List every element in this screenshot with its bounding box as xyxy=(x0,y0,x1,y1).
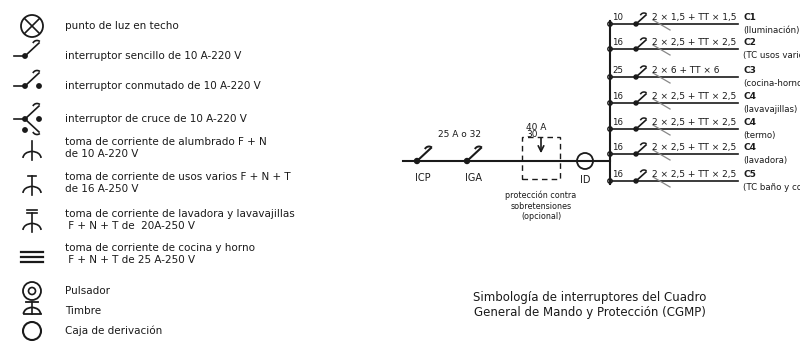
Text: C4: C4 xyxy=(743,143,756,152)
Text: 2 × 2,5 + TT × 2,5: 2 × 2,5 + TT × 2,5 xyxy=(652,143,736,152)
Text: ID: ID xyxy=(580,175,590,185)
Circle shape xyxy=(634,75,638,79)
Circle shape xyxy=(37,117,42,121)
Text: (lavavajillas): (lavavajillas) xyxy=(743,105,798,114)
Text: 2 × 2,5 + TT × 2,5: 2 × 2,5 + TT × 2,5 xyxy=(652,38,736,47)
Text: ICP: ICP xyxy=(415,173,431,183)
Text: Caja de derivación: Caja de derivación xyxy=(65,326,162,336)
Circle shape xyxy=(22,84,27,88)
Text: (cocina-horno): (cocina-horno) xyxy=(743,79,800,88)
Text: Pulsador: Pulsador xyxy=(65,286,110,296)
Text: 10: 10 xyxy=(612,13,623,22)
Text: interruptor de cruce de 10 A-220 V: interruptor de cruce de 10 A-220 V xyxy=(65,114,247,124)
Text: C1: C1 xyxy=(743,13,756,22)
Circle shape xyxy=(22,54,27,58)
Text: (lavadora): (lavadora) xyxy=(743,156,787,165)
Text: 25: 25 xyxy=(612,66,623,75)
Text: (termo): (termo) xyxy=(743,131,775,140)
Circle shape xyxy=(22,128,27,132)
Text: protección contra
sobretensiones
(opcional): protección contra sobretensiones (opcion… xyxy=(506,191,577,221)
Text: (Iluminación): (Iluminación) xyxy=(743,26,799,35)
Text: C3: C3 xyxy=(743,66,756,75)
Text: toma de corriente de lavadora y lavavajillas
 F + N + T de  20A-250 V: toma de corriente de lavadora y lavavaji… xyxy=(65,209,294,231)
Text: interruptor conmutado de 10 A-220 V: interruptor conmutado de 10 A-220 V xyxy=(65,81,261,91)
Text: toma de corriente de cocina y horno
 F + N + T de 25 A-250 V: toma de corriente de cocina y horno F + … xyxy=(65,243,255,265)
Text: C4: C4 xyxy=(743,92,756,101)
Circle shape xyxy=(634,47,638,51)
Text: 16: 16 xyxy=(612,118,623,127)
Circle shape xyxy=(634,22,638,26)
Text: C5: C5 xyxy=(743,170,756,179)
Circle shape xyxy=(634,101,638,105)
Text: C4: C4 xyxy=(743,118,756,127)
Text: Timbre: Timbre xyxy=(65,306,101,316)
Circle shape xyxy=(634,127,638,131)
Text: IGA: IGA xyxy=(465,173,482,183)
Text: toma de corriente de usos varios F + N + T
de 16 A-250 V: toma de corriente de usos varios F + N +… xyxy=(65,172,290,194)
Text: 16: 16 xyxy=(612,92,623,101)
Text: (TC usos varios): (TC usos varios) xyxy=(743,51,800,60)
Text: 2 × 2,5 + TT × 2,5: 2 × 2,5 + TT × 2,5 xyxy=(652,92,736,101)
Text: 2 × 2,5 + TT × 2,5: 2 × 2,5 + TT × 2,5 xyxy=(652,118,736,127)
Text: interruptor sencillo de 10 A-220 V: interruptor sencillo de 10 A-220 V xyxy=(65,51,242,61)
Text: Simbología de interruptores del Cuadro
General de Mando y Protección (CGMP): Simbología de interruptores del Cuadro G… xyxy=(474,291,706,319)
Circle shape xyxy=(634,179,638,183)
Circle shape xyxy=(634,152,638,156)
Text: 16: 16 xyxy=(612,143,623,152)
Text: 16: 16 xyxy=(612,170,623,179)
Circle shape xyxy=(37,84,42,88)
Text: 30: 30 xyxy=(526,130,538,139)
Circle shape xyxy=(414,158,419,163)
Text: C2: C2 xyxy=(743,38,756,47)
Text: 40 A: 40 A xyxy=(526,123,546,132)
Text: punto de luz en techo: punto de luz en techo xyxy=(65,21,178,31)
Circle shape xyxy=(465,158,470,163)
Text: 16: 16 xyxy=(612,38,623,47)
Circle shape xyxy=(22,117,27,121)
Bar xyxy=(522,137,560,179)
Text: 2 × 1,5 + TT × 1,5: 2 × 1,5 + TT × 1,5 xyxy=(652,13,737,22)
Text: 2 × 6 + TT × 6: 2 × 6 + TT × 6 xyxy=(652,66,719,75)
Text: toma de corriente de alumbrado F + N
de 10 A-220 V: toma de corriente de alumbrado F + N de … xyxy=(65,137,266,159)
Text: (TC baño y cocina): (TC baño y cocina) xyxy=(743,183,800,192)
Text: 2 × 2,5 + TT × 2,5: 2 × 2,5 + TT × 2,5 xyxy=(652,170,736,179)
Text: 25 A o 32: 25 A o 32 xyxy=(438,130,481,139)
